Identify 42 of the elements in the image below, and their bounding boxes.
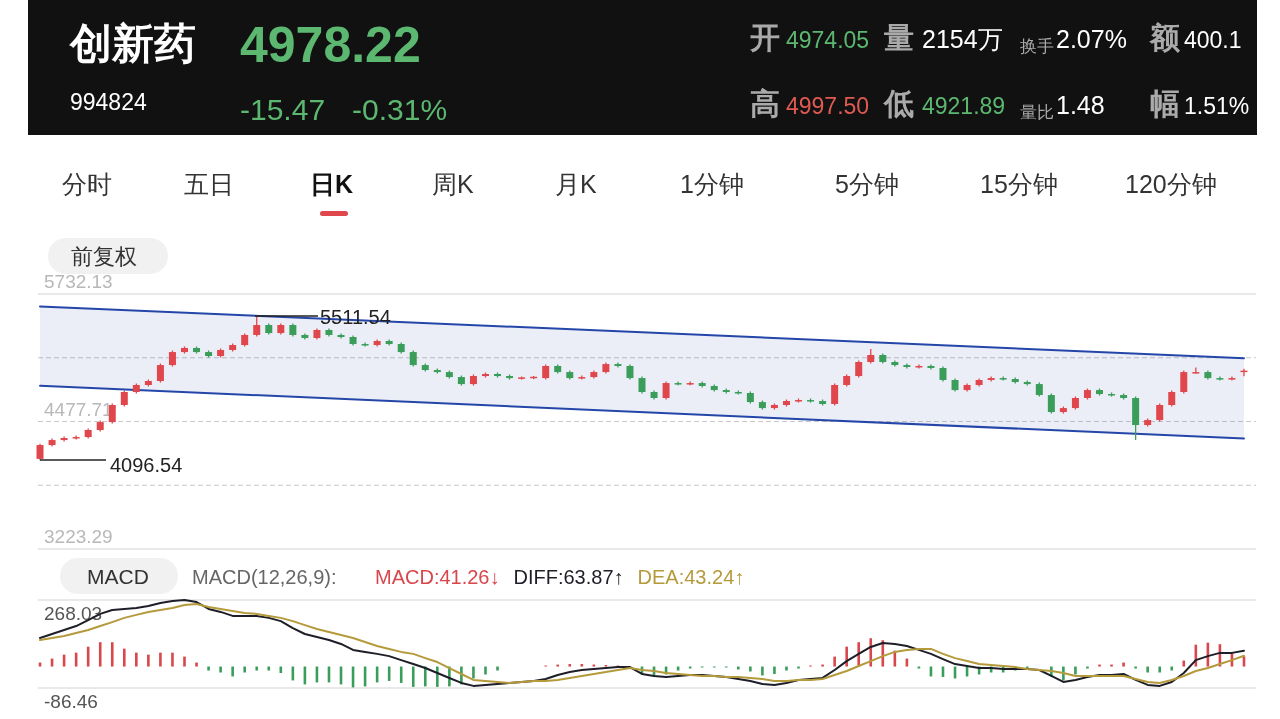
text: 前复权 <box>71 244 137 269</box>
text: 周K <box>432 170 474 198</box>
y-tick-label: 3223.29 <box>44 526 113 547</box>
text: 1分钟 <box>680 170 744 198</box>
text: 日K <box>310 170 354 198</box>
text: DIFF:63.87↑ <box>513 566 624 588</box>
text: 1.48 <box>1056 91 1105 119</box>
text: 15分钟 <box>980 170 1058 198</box>
chart-subtitle: 994824 <box>70 89 147 115</box>
text: 换手 <box>1020 37 1054 56</box>
text: 量 <box>884 21 914 54</box>
text: MACD:41.26↓ <box>375 566 500 588</box>
text: -15.47 <box>240 93 326 126</box>
text: 5分钟 <box>835 170 899 198</box>
text: 120分钟 <box>1125 170 1217 198</box>
text: MACD <box>87 565 149 588</box>
text: 2154万 <box>922 25 1003 53</box>
chart-title: 创新药 <box>68 20 196 67</box>
text: 五日 <box>184 170 234 198</box>
y-tick-label: -86.46 <box>44 691 98 712</box>
text: 4997.50 <box>786 93 870 119</box>
text: 400.1 <box>1184 27 1242 53</box>
text: 4974.05 <box>786 27 870 53</box>
text: 量比 <box>1020 103 1054 122</box>
text: 分时 <box>62 170 112 198</box>
chart-title: MACD(12,26,9): <box>192 566 337 588</box>
text: 高 <box>750 87 780 120</box>
text: 4921.89 <box>922 93 1006 119</box>
text: 2.07% <box>1056 25 1127 53</box>
annotation: 4096.54 <box>110 454 183 476</box>
text: DEA:43.24↑ <box>637 566 745 588</box>
y-tick-label: 5732.13 <box>44 271 113 292</box>
text: 幅 <box>1150 87 1180 120</box>
text: 月K <box>555 170 597 198</box>
text: 额 <box>1149 21 1180 54</box>
y-tick-label: 268.03 <box>44 603 103 624</box>
text: 低 <box>883 87 914 120</box>
text: -0.31% <box>352 93 448 126</box>
text: 4978.22 <box>240 17 421 73</box>
y-tick-label: 4477.71 <box>44 398 113 420</box>
text: 1.51% <box>1184 93 1250 119</box>
text: 开 <box>749 21 780 54</box>
